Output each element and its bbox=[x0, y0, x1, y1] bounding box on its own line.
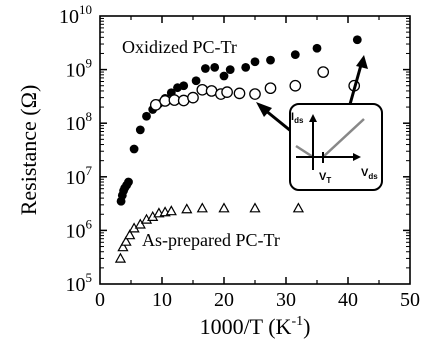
filled-circle-point bbox=[201, 64, 210, 73]
open-circle-point bbox=[264, 82, 277, 95]
filled-circle-point bbox=[352, 35, 362, 45]
open-triangle-point bbox=[181, 203, 193, 214]
series-label-as-prepared: As-prepared PC-Tr bbox=[142, 230, 280, 250]
inset-y-arrowhead bbox=[309, 114, 317, 122]
filled-circle-point bbox=[135, 125, 145, 135]
x-tick-label: 40 bbox=[338, 289, 358, 311]
plot-frame bbox=[99, 15, 411, 285]
filled-circle-point bbox=[312, 43, 322, 53]
filled-circle-point bbox=[179, 81, 189, 91]
y-tick-label: 109 bbox=[66, 56, 93, 82]
open-triangle-point bbox=[124, 229, 136, 240]
open-circle-point bbox=[187, 91, 199, 104]
x-tick-label: 20 bbox=[214, 289, 234, 311]
open-triangle-point bbox=[218, 202, 230, 213]
open-circle-point bbox=[221, 86, 233, 98]
x-tick-label: 30 bbox=[276, 289, 296, 311]
open-circle-point bbox=[233, 87, 246, 100]
open-triangle-point bbox=[196, 202, 208, 213]
filled-circle-point bbox=[250, 57, 260, 67]
y-axis-label: Resistance (Ω) bbox=[16, 85, 41, 216]
filled-circle-point bbox=[142, 111, 151, 121]
x-tick-label: 0 bbox=[95, 289, 105, 311]
chart-marks: 0 10 20 30 40 50 105 106 107 108 109 1010 bbox=[59, 2, 420, 311]
inset-diagram: Ids Vds VT bbox=[289, 103, 383, 191]
open-triangle-point bbox=[249, 202, 261, 213]
open-triangle-point bbox=[134, 218, 146, 229]
open-triangle-point bbox=[117, 241, 129, 252]
x-axis-label-superscript: -1 bbox=[291, 314, 303, 329]
inset-curve-left bbox=[295, 144, 314, 159]
x-tick-label: 50 bbox=[400, 289, 420, 311]
filled-circle-point bbox=[225, 65, 235, 74]
inset-ylabel: Ids bbox=[291, 111, 304, 125]
open-triangle-point bbox=[165, 205, 177, 216]
filled-circle-point bbox=[124, 177, 133, 187]
y-tick-label: 107 bbox=[66, 163, 93, 189]
filled-circle-point bbox=[129, 144, 139, 154]
open-circle-point bbox=[249, 88, 261, 100]
x-axis-label: 1000/T (K-1) bbox=[200, 314, 311, 339]
y-tick-label: 1010 bbox=[59, 2, 92, 28]
arrow-to-filled-circles-head bbox=[356, 55, 368, 69]
inset-xlabel: Vds bbox=[361, 167, 378, 181]
x-tick-label: 10 bbox=[152, 289, 172, 311]
open-triangle-point bbox=[114, 252, 127, 263]
filled-circle-point bbox=[219, 71, 229, 81]
inset-x-arrowhead bbox=[353, 153, 361, 161]
open-triangle-point bbox=[120, 235, 132, 246]
inset-curve-right bbox=[322, 118, 365, 158]
inset-threshold-label: VT bbox=[319, 171, 331, 185]
y-tick-label: 105 bbox=[66, 270, 93, 296]
open-triangle-point bbox=[292, 202, 305, 213]
y-tick-label: 106 bbox=[66, 216, 93, 242]
open-circle-point bbox=[317, 66, 330, 78]
open-circle-point bbox=[289, 79, 302, 92]
filled-circle-point bbox=[241, 62, 251, 72]
filled-circle-point bbox=[290, 50, 300, 60]
arrow-to-open-circles-head bbox=[256, 102, 272, 117]
filled-circle-point bbox=[210, 62, 220, 72]
series-label-oxidized: Oxidized PC-Tr bbox=[122, 37, 237, 57]
y-tick-label: 108 bbox=[66, 109, 93, 135]
filled-circle-point bbox=[191, 76, 201, 86]
filled-circle-point bbox=[266, 55, 275, 65]
